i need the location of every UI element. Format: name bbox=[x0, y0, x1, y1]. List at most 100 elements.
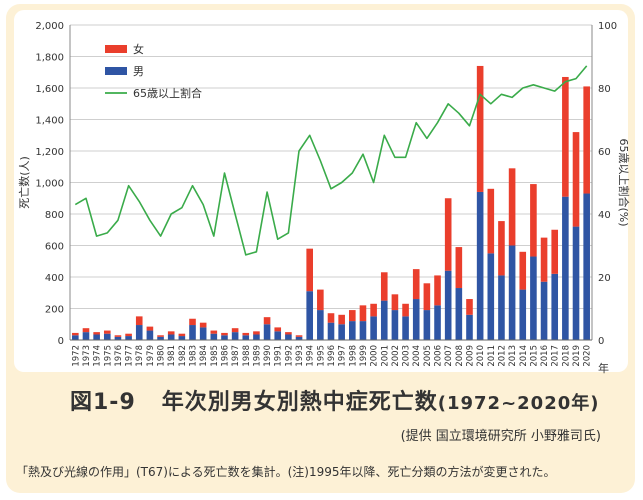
figure-title-years: (1972~2020年) bbox=[437, 393, 600, 414]
x-tick-label: 1979 bbox=[146, 345, 156, 367]
bar-male bbox=[583, 193, 590, 340]
x-tick-label: 2001 bbox=[380, 345, 390, 367]
x-tick-label: 1984 bbox=[199, 345, 209, 367]
bar-male bbox=[157, 336, 164, 340]
bar-male bbox=[562, 196, 569, 340]
bar-female bbox=[370, 303, 377, 317]
bar-male bbox=[380, 300, 388, 340]
bar-female bbox=[189, 318, 196, 326]
bar-male bbox=[391, 310, 399, 340]
bar-female bbox=[455, 247, 463, 289]
bar-male bbox=[285, 334, 292, 340]
bar-male bbox=[508, 245, 516, 340]
y-axis-title: 死亡数(人) bbox=[17, 156, 31, 209]
bar-male bbox=[306, 291, 313, 340]
figure-title: 図1-9 年次別男女別熱中症死亡数(1972~2020年) bbox=[70, 384, 599, 416]
bar-female bbox=[146, 326, 154, 331]
bar-male bbox=[572, 226, 580, 340]
bar-male bbox=[221, 335, 228, 340]
bar-male bbox=[125, 336, 132, 340]
bar-female bbox=[412, 269, 420, 300]
x-tick-label: 1978 bbox=[135, 345, 145, 367]
bar-male bbox=[82, 332, 90, 340]
bar-male bbox=[146, 330, 154, 340]
bar-male bbox=[103, 333, 111, 340]
x-tick-label: 2012 bbox=[497, 345, 507, 367]
x-tick-label: 2010 bbox=[476, 345, 486, 367]
bar-female bbox=[423, 283, 431, 311]
axes: 02004006008001,0001,2001,4001,6001,8002,… bbox=[17, 21, 631, 375]
y2-tick-label: 100 bbox=[598, 21, 617, 32]
bar-female bbox=[103, 330, 111, 334]
x-tick-label: 2008 bbox=[455, 345, 465, 367]
y-tick-label: 1,600 bbox=[35, 84, 64, 95]
bar-female bbox=[530, 184, 537, 257]
y2-axis-title: 65歳以上割合(%) bbox=[617, 138, 631, 226]
x-tick-label: 1993 bbox=[295, 345, 305, 367]
bar-male bbox=[434, 305, 441, 340]
x-tick-label: 1987 bbox=[231, 345, 241, 367]
x-tick-label: 1988 bbox=[242, 345, 252, 367]
x-tick-label: 1982 bbox=[178, 345, 188, 367]
gridlines bbox=[70, 24, 592, 341]
bar-female bbox=[242, 332, 250, 336]
bar-female bbox=[391, 294, 399, 311]
bar-female bbox=[444, 198, 452, 271]
figure-note: 「熱及び光線の作用」(T67)による死亡数を集計。(注)1995年以降、死亡分類… bbox=[16, 465, 556, 479]
bar-female bbox=[349, 310, 356, 322]
bar-female bbox=[540, 237, 548, 282]
bar-female bbox=[519, 251, 527, 290]
y-tick-label: 2,000 bbox=[35, 21, 64, 32]
x-tick-label: 1997 bbox=[338, 345, 348, 367]
bar-male bbox=[167, 334, 175, 340]
x-tick-label: 2015 bbox=[529, 345, 539, 367]
bar-male bbox=[317, 310, 324, 340]
x-tick-label: 1972 bbox=[71, 345, 81, 367]
bar-male bbox=[178, 336, 186, 340]
y2-tick-label: 80 bbox=[598, 84, 611, 95]
bar-male bbox=[540, 281, 548, 340]
bar-male bbox=[253, 334, 260, 340]
bar-female bbox=[295, 335, 303, 337]
bar-male bbox=[199, 327, 207, 340]
x-tick-label: 2019 bbox=[572, 345, 582, 367]
bar-female bbox=[434, 275, 441, 306]
bar-female bbox=[562, 76, 569, 197]
legend-label-ratio: 65歳以上割合 bbox=[133, 86, 202, 100]
bar-male bbox=[444, 270, 452, 340]
x-tick-label: 1999 bbox=[359, 345, 369, 367]
y-tick-label: 200 bbox=[45, 305, 64, 316]
x-tick-label: 2014 bbox=[519, 345, 529, 367]
legend-label-male: 男 bbox=[133, 65, 144, 78]
x-tick-label: 2003 bbox=[402, 345, 412, 367]
y-tick-label: 0 bbox=[58, 336, 64, 347]
bar-female bbox=[317, 289, 324, 311]
bar-female bbox=[380, 272, 388, 301]
bar-female bbox=[327, 313, 335, 323]
bar-male bbox=[338, 324, 345, 340]
x-tick-label: 1983 bbox=[189, 345, 199, 367]
figure-credit: (提供 国立環境研究所 小野雅司氏) bbox=[400, 429, 601, 444]
figure-number: 図1-9 bbox=[70, 390, 136, 415]
x-tick-label: 1974 bbox=[93, 345, 103, 367]
bar-female bbox=[498, 221, 505, 276]
bar-male bbox=[498, 275, 505, 340]
x-axis-title: 年 bbox=[598, 361, 609, 375]
y2-tick-label: 60 bbox=[598, 147, 611, 158]
x-tick-label: 2018 bbox=[561, 345, 571, 367]
bar-female bbox=[338, 314, 345, 325]
y-tick-label: 1,800 bbox=[35, 53, 64, 64]
bar-female bbox=[210, 330, 218, 334]
bar-male bbox=[455, 288, 463, 340]
bar-male bbox=[487, 253, 495, 340]
x-tick-label: 1991 bbox=[274, 345, 284, 367]
x-tick-label: 1995 bbox=[316, 345, 326, 367]
bar-series bbox=[72, 65, 590, 340]
bar-male bbox=[551, 273, 559, 340]
bar-male bbox=[359, 321, 367, 340]
x-tick-label: 2020 bbox=[583, 345, 593, 367]
x-tick-label: 1994 bbox=[306, 345, 316, 367]
y-tick-label: 800 bbox=[45, 210, 64, 221]
bar-female bbox=[572, 132, 580, 227]
bar-female bbox=[285, 332, 292, 335]
